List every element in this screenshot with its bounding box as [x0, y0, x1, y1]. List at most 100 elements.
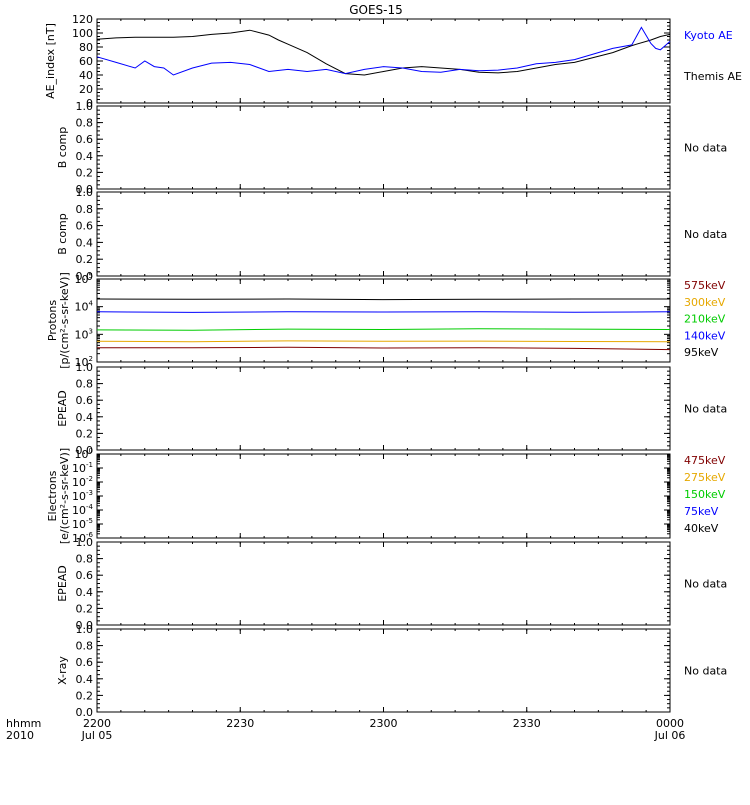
y-axis-label: EPEAD: [56, 565, 69, 602]
series-line-300kev: [96, 340, 671, 343]
y-tick-label: 0.4: [76, 411, 94, 424]
no-data-note: No data: [684, 228, 727, 241]
y-tick-label: 0.2: [76, 166, 94, 179]
y-tick-label: 100: [75, 447, 93, 461]
legend-entry: 95keV: [684, 346, 719, 359]
y-tick-label: 0.8: [76, 553, 94, 566]
y-tick-label: 0.8: [76, 117, 94, 130]
y-tick-label: 10-4: [72, 503, 94, 517]
y-tick-label: 1.0: [76, 100, 94, 113]
series-line-210kev: [96, 328, 671, 331]
y-axis-label: B comp: [56, 213, 69, 255]
legend-entry: 140keV: [684, 329, 726, 342]
panel-frame: [96, 18, 671, 104]
x-date-label: Jul 06: [654, 729, 686, 742]
y-tick-label: 0.8: [76, 203, 94, 216]
x-date-label: Jul 05: [81, 729, 113, 742]
panel-5: 0.0 0.2 0.4 0.6 0.8 1.0 EPEAD No data: [56, 361, 727, 457]
panel-frame: [96, 541, 671, 626]
y-tick-label: 0.8: [76, 640, 94, 653]
series-line-95kev: [96, 298, 670, 301]
y-axis-label: AE_index [nT]: [44, 23, 57, 99]
legend-entry: 150keV: [684, 488, 726, 501]
legend-entry: 575keV: [684, 279, 726, 292]
plot-title: GOES-15: [349, 3, 403, 17]
legend-entry: Kyoto AE: [684, 29, 733, 42]
no-data-note: No data: [684, 403, 727, 416]
y-tick-label: 80: [79, 41, 93, 54]
footer-year-label: 2010: [6, 729, 34, 742]
y-axis-label: [p/(cm²-s-sr-keV)]: [58, 272, 71, 369]
y-tick-label: 105: [75, 272, 93, 286]
panel-frame: [96, 628, 671, 713]
y-tick-label: 104: [75, 300, 94, 314]
y-tick-label: 10-2: [72, 475, 93, 489]
y-tick-label: 0.6: [76, 133, 94, 146]
y-tick-label: 0.6: [76, 656, 94, 669]
y-tick-label: 0.0: [76, 444, 94, 457]
y-tick-label: 0.4: [76, 586, 94, 599]
y-tick-label: 0.6: [76, 569, 94, 582]
y-tick-label: 0.4: [76, 236, 94, 249]
y-tick-label: 103: [75, 327, 93, 341]
x-tick-label: 0000: [656, 717, 684, 730]
y-axis-label: [e/(cm²-s-sr-keV)]: [58, 448, 71, 544]
y-axis-label: X-ray: [56, 656, 69, 685]
y-tick-label: 0.2: [76, 602, 94, 615]
panel-frame: [96, 366, 671, 451]
y-axis-label: Electrons: [46, 470, 59, 521]
panel-frame: [96, 191, 671, 277]
y-tick-label: 0.2: [76, 427, 94, 440]
legend-entry: 300keV: [684, 296, 726, 309]
panel-3: 0.0 0.2 0.4 0.6 0.8 1.0 B comp No data: [56, 186, 727, 283]
y-tick-label: 120: [72, 13, 93, 26]
y-axis-label: Protons: [46, 300, 59, 341]
legend-entry: 210keV: [684, 313, 726, 326]
panel-8: 0.0 0.2 0.4 0.6 0.8 1.0 X-ray No data: [56, 623, 727, 719]
legend-entry: 40keV: [684, 522, 719, 535]
no-data-note: No data: [684, 578, 727, 591]
legend-entry: Themis AE: [683, 70, 742, 83]
panel-frame: [96, 453, 671, 539]
y-tick-label: 1.0: [76, 623, 94, 636]
no-data-note: No data: [684, 142, 727, 155]
y-tick-label: 0.2: [76, 689, 94, 702]
series-line-themis-ae: [96, 29, 671, 76]
y-tick-label: 0.2: [76, 253, 94, 266]
y-tick-label: 1.0: [76, 361, 94, 374]
x-tick-label: 2230: [226, 717, 254, 730]
legend-entry: 75keV: [684, 505, 719, 518]
y-tick-label: 0.0: [76, 706, 94, 719]
y-tick-label: 0.6: [76, 220, 94, 233]
y-tick-label: 0.6: [76, 394, 94, 407]
legend-entry: 275keV: [684, 471, 726, 484]
y-tick-label: 10-5: [72, 517, 93, 531]
y-axis-label: EPEAD: [56, 390, 69, 427]
legend-entry: 475keV: [684, 454, 726, 467]
y-tick-label: 0: [86, 97, 93, 110]
y-tick-label: 60: [79, 55, 93, 68]
y-tick-label: 102: [75, 355, 93, 369]
no-data-note: No data: [684, 665, 727, 678]
series-line-140kev: [96, 311, 671, 313]
panel-frame: [96, 278, 671, 363]
y-tick-label: 1.0: [76, 536, 94, 549]
panel-2: 0.0 0.2 0.4 0.6 0.8 1.0 B comp No data: [56, 100, 727, 196]
y-tick-label: 10-1: [72, 461, 93, 475]
y-tick-label: 10-6: [72, 531, 94, 545]
y-tick-label: 0.0: [76, 183, 94, 196]
y-tick-label: 1.0: [76, 186, 94, 199]
y-tick-label: 0.0: [76, 270, 94, 283]
series-line-kyoto-ae: [96, 26, 671, 76]
y-tick-label: 0.0: [76, 619, 94, 632]
footer-time-label: hhmm: [6, 717, 41, 730]
x-tick-label: 2330: [513, 717, 541, 730]
y-tick-label: 0.8: [76, 378, 94, 391]
x-tick-label: 2300: [370, 717, 398, 730]
